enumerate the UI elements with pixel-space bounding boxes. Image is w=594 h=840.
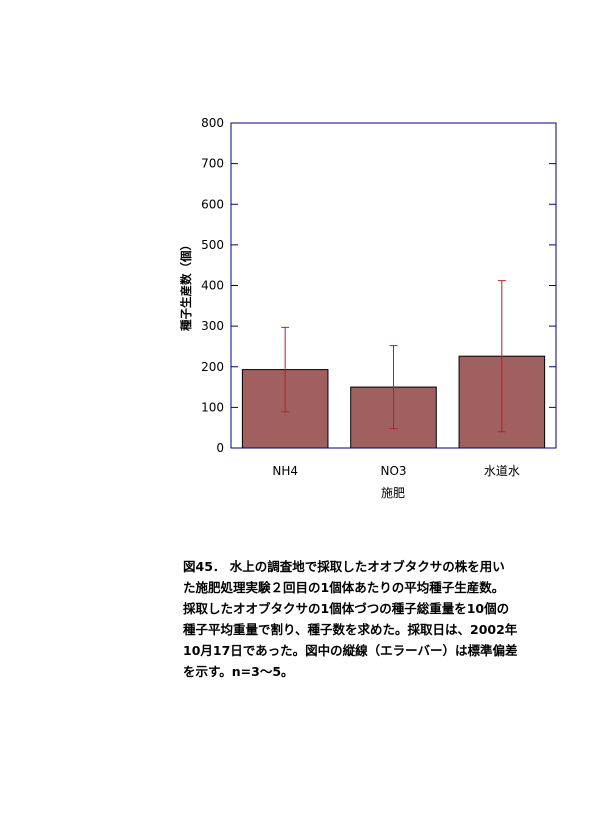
x-tick-label: NO3 — [380, 464, 406, 478]
bars — [241, 355, 546, 449]
x-tick-label: NH4 — [272, 464, 298, 478]
caption-line: 図45． 水上の調査地で採取したオオブタクサの株を用い — [183, 559, 505, 574]
error-bars — [281, 280, 506, 433]
y-tick-label: 300 — [201, 319, 224, 333]
y-axis-title: 種子生産数（個） — [179, 239, 193, 331]
y-tick-label: 400 — [201, 279, 224, 293]
y-tick-label: 800 — [201, 116, 224, 130]
y-tick-label: 700 — [201, 157, 224, 171]
y-tick-label: 100 — [201, 400, 224, 414]
y-tick-label: 0 — [216, 441, 224, 455]
caption-line: 採取したオオブタクサの1個体づつの種子総重量を10個の — [183, 601, 510, 616]
caption-line: を示す。n=3～5。 — [183, 664, 294, 679]
caption-line: 種子平均重量で割り、種子数を求めた。採取日は、2002年 — [183, 622, 518, 637]
caption-line: た施肥処理実験２回目の1個体あたりの平均種子生産数。 — [183, 580, 505, 595]
x-tick-labels: NH4 NO3 水道水 — [272, 464, 519, 478]
caption-line: 10月17日であった。図中の縦線（エラーバー）は標準偏差 — [183, 643, 518, 658]
y-tick-label: 200 — [201, 360, 224, 374]
x-tick-label: 水道水 — [484, 464, 520, 478]
y-tick-label: 600 — [201, 197, 224, 211]
x-axis-title: 施肥 — [381, 486, 405, 500]
y-tick-label: 500 — [201, 238, 224, 252]
bar-chart: 0 100 200 300 400 500 600 700 800 NH4 NO3 水道水 施肥 種… — [179, 116, 557, 500]
plot-frame — [230, 122, 557, 449]
y-axis-ticks: 0 100 200 300 400 500 600 700 800 — [201, 116, 556, 455]
figure-caption: 図45． 水上の調査地で採取したオオブタクサの株を用い た施肥処理実験２回目の1… — [183, 556, 588, 682]
